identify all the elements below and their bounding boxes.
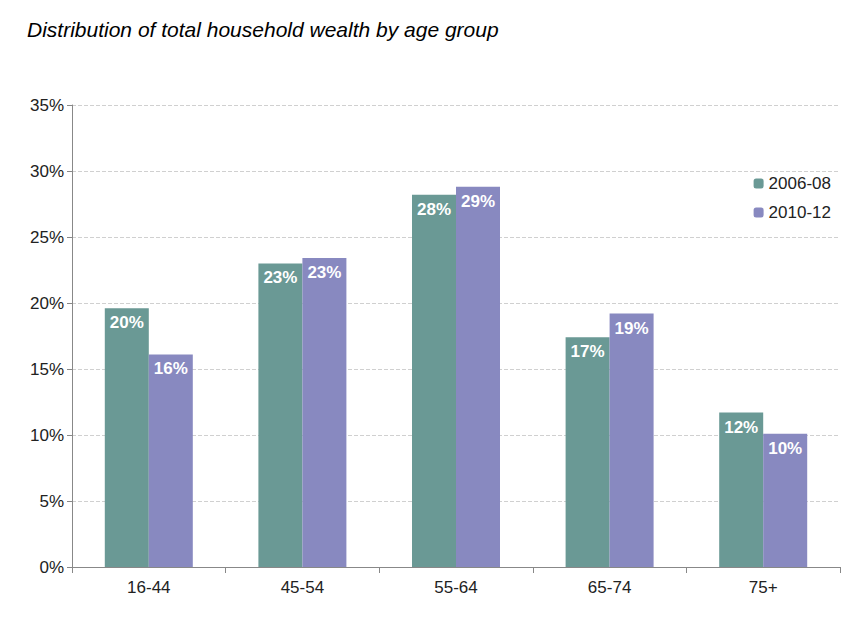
- svg-text:Distribution of total househol: Distribution of total household wealth b…: [27, 18, 499, 41]
- svg-text:65-74: 65-74: [588, 578, 631, 597]
- svg-text:12%: 12%: [724, 418, 758, 437]
- svg-text:19%: 19%: [615, 319, 649, 338]
- svg-text:35%: 35%: [30, 96, 64, 115]
- svg-text:16%: 16%: [154, 359, 188, 378]
- svg-text:30%: 30%: [30, 162, 64, 181]
- svg-text:23%: 23%: [263, 268, 297, 287]
- svg-text:29%: 29%: [461, 192, 495, 211]
- svg-text:45-54: 45-54: [281, 578, 324, 597]
- svg-text:2006-08: 2006-08: [769, 174, 831, 193]
- svg-text:23%: 23%: [307, 263, 341, 282]
- svg-text:25%: 25%: [30, 228, 64, 247]
- svg-text:20%: 20%: [30, 294, 64, 313]
- svg-text:75+: 75+: [749, 578, 778, 597]
- svg-text:55-64: 55-64: [434, 578, 477, 597]
- svg-text:28%: 28%: [417, 200, 451, 219]
- svg-text:5%: 5%: [39, 492, 64, 511]
- svg-text:20%: 20%: [110, 313, 144, 332]
- svg-text:10%: 10%: [30, 426, 64, 445]
- svg-text:10%: 10%: [768, 439, 802, 458]
- svg-text:2010-12: 2010-12: [769, 203, 831, 222]
- svg-text:17%: 17%: [571, 342, 605, 361]
- svg-text:15%: 15%: [30, 360, 64, 379]
- svg-text:16-44: 16-44: [127, 578, 170, 597]
- svg-text:0%: 0%: [39, 558, 64, 577]
